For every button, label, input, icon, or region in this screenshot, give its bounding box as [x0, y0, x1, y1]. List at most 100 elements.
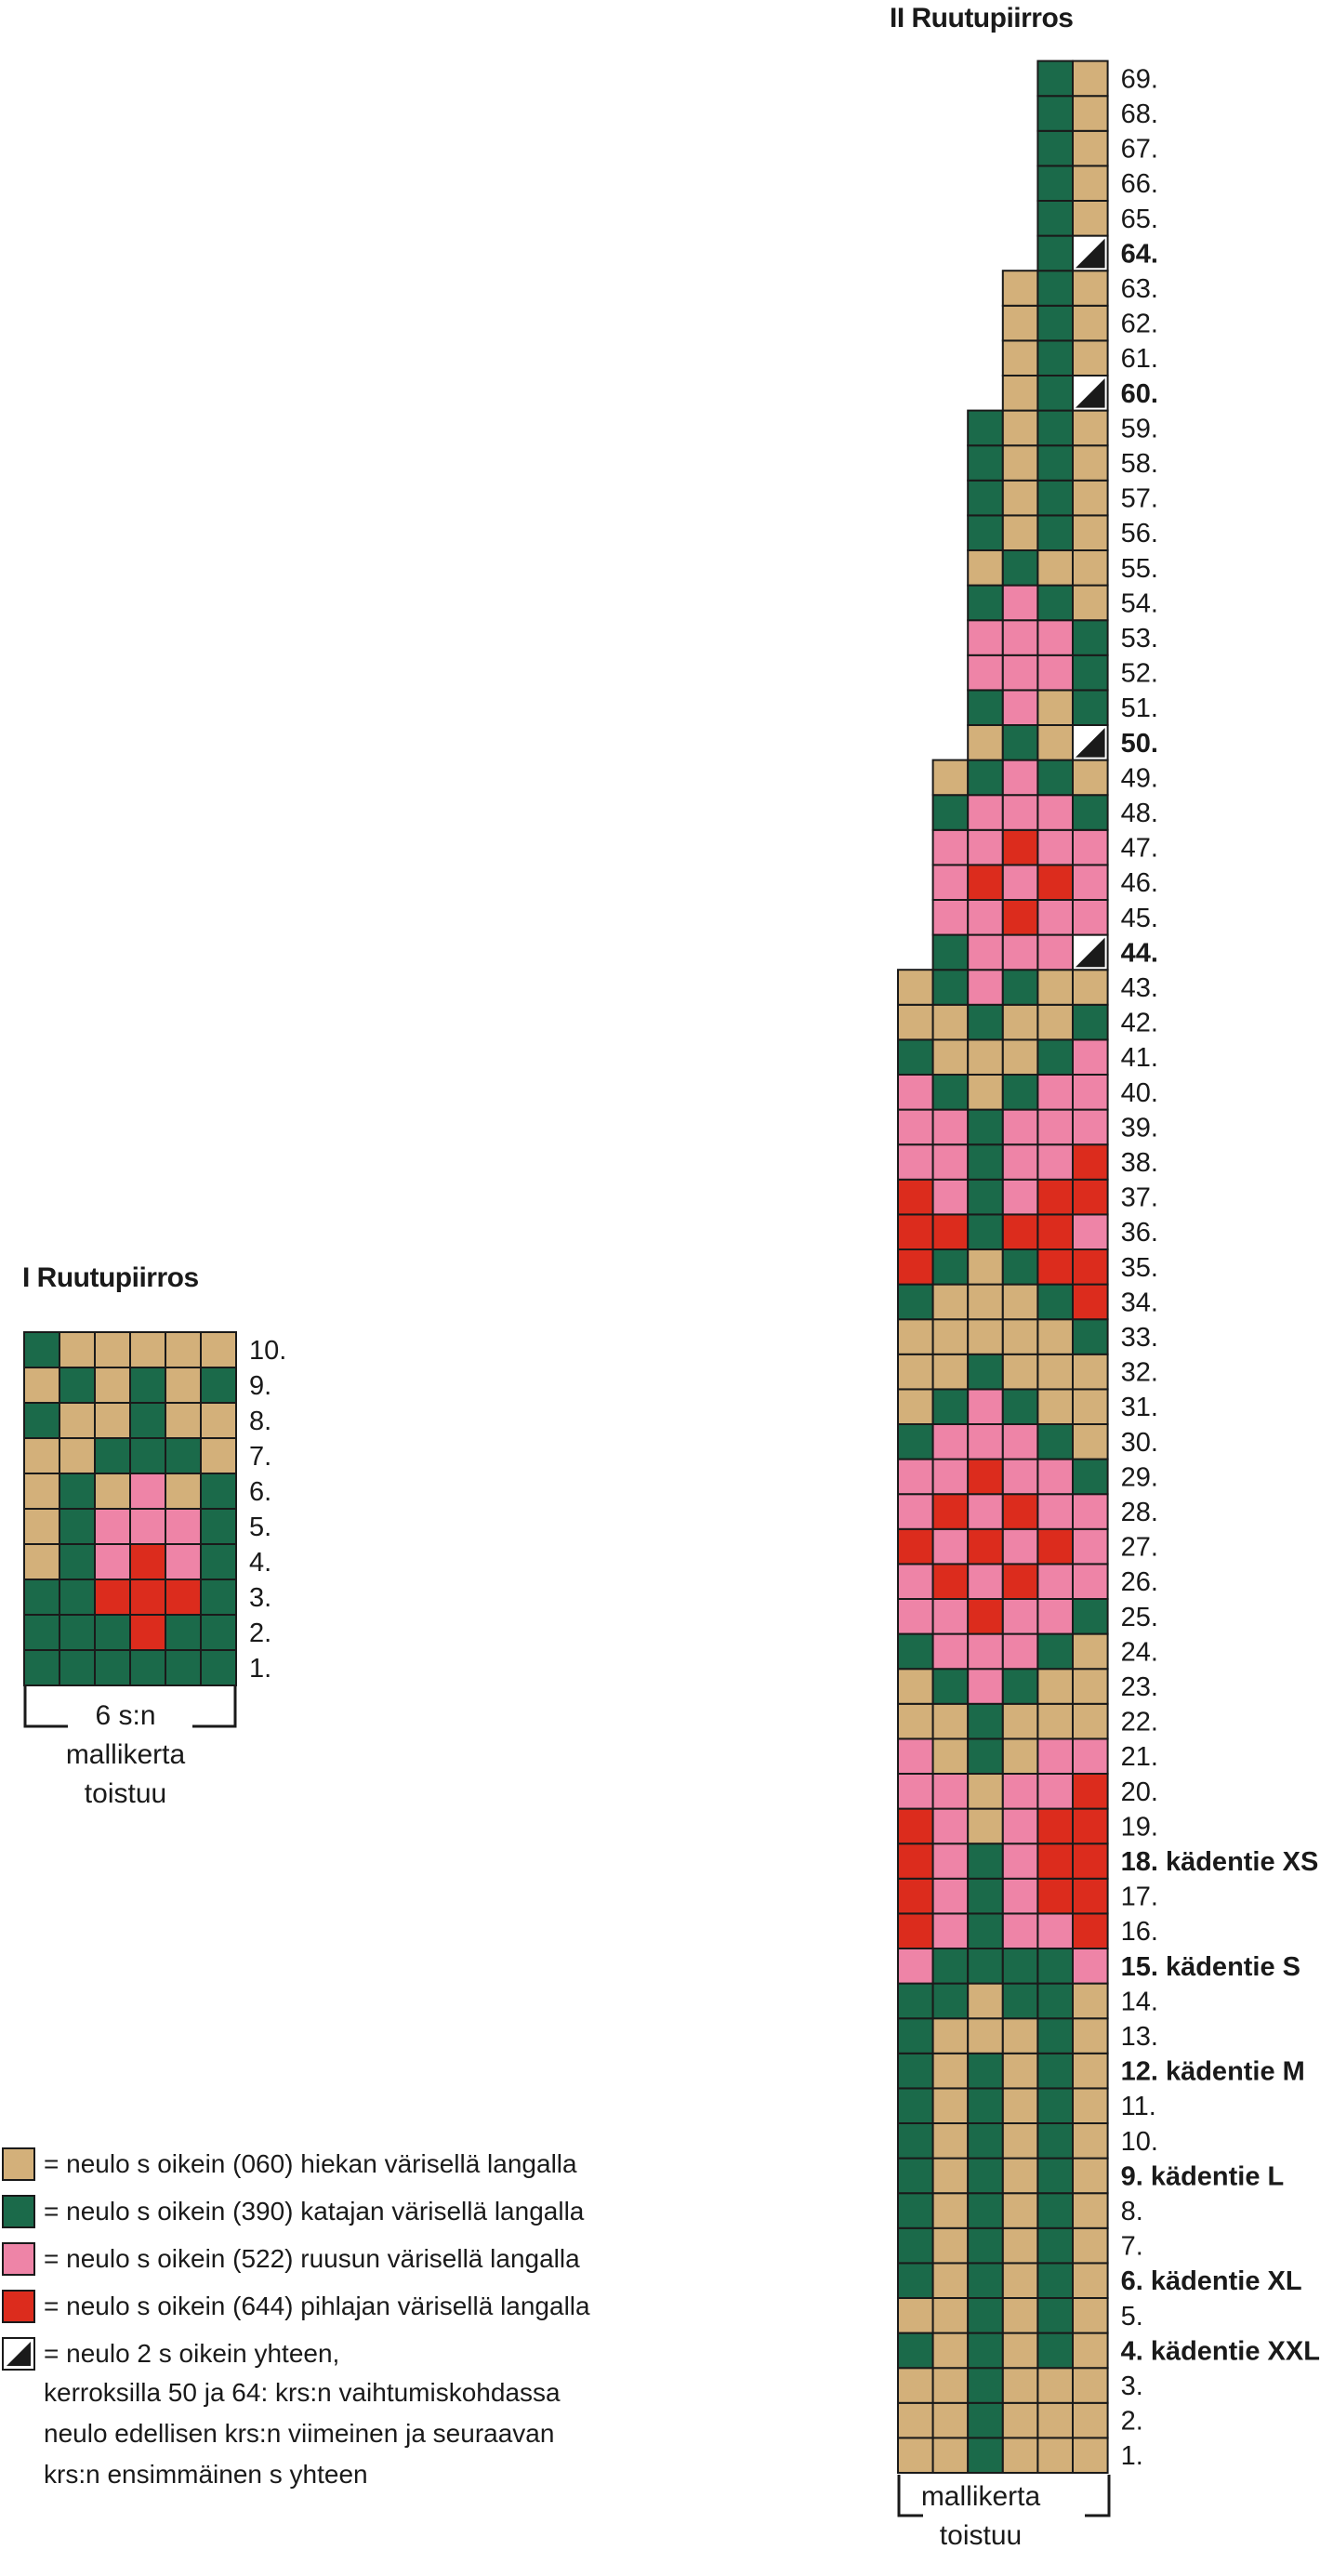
- chart1-cell: [23, 1543, 60, 1580]
- chart2-row-label: 1.: [1121, 2441, 1143, 2471]
- chart1-cell: [165, 1402, 202, 1439]
- chart2-cell: [897, 1458, 934, 1496]
- chart2-cell: [1036, 969, 1075, 1006]
- chart2-cell: [1036, 2017, 1075, 2054]
- chart2-cell: [967, 1563, 1004, 1601]
- chart2-cell: [1001, 2332, 1039, 2370]
- chart2-cell: [1036, 619, 1075, 656]
- chart2-row-label: 66.: [1121, 169, 1158, 199]
- chart2-cell: [1072, 1248, 1109, 1286]
- chart2-cell: [1072, 2297, 1109, 2334]
- chart2-cell: [1001, 2297, 1039, 2334]
- chart2-cell: [897, 1248, 934, 1286]
- chart1-cell: [23, 1437, 60, 1474]
- chart2-cell: [897, 1877, 934, 1915]
- chart1-cell: [200, 1367, 237, 1404]
- chart2-cell: [1036, 1877, 1075, 1915]
- chart2-cell: [1036, 1074, 1075, 1111]
- chart2-cell: [967, 1108, 1004, 1146]
- chart2-title: II Ruutupiirros: [890, 3, 1074, 33]
- chart2-cell: [1072, 2087, 1109, 2124]
- chart1-cell: [23, 1367, 60, 1404]
- chart2-cell: [1072, 1388, 1109, 1426]
- chart1-caption-line: toistuu: [84, 1778, 167, 1809]
- chart2-cell: [967, 619, 1004, 656]
- chart2-cell: [1001, 828, 1039, 866]
- legend-note-line: neulo edellisen krs:n viimeinen ja seura…: [44, 2419, 555, 2448]
- chart1-row-label: 2.: [249, 1618, 271, 1648]
- chart2-cell: [897, 2192, 934, 2229]
- chart2-cell: [1036, 584, 1075, 622]
- chart2-cell: [1036, 654, 1075, 692]
- chart2-cell: [897, 1527, 934, 1565]
- chart2-cell: [1001, 1877, 1039, 1915]
- chart2-cell: [1072, 2017, 1109, 2054]
- chart2-cell: [1072, 1563, 1109, 1601]
- chart2-row-label: 12. kädentie M: [1121, 2057, 1305, 2087]
- chart1-cell: [59, 1508, 96, 1545]
- chart2-row-label: 27.: [1121, 1533, 1158, 1563]
- chart1-cell: [94, 1331, 131, 1368]
- chart2-cell: [897, 2297, 934, 2334]
- chart2-row-label: 43.: [1121, 973, 1158, 1003]
- chart2-cell: [897, 1948, 934, 1985]
- chart2-cell: [897, 1843, 934, 1880]
- chart2-cell: [931, 1038, 970, 1077]
- chart2-row-label: 7.: [1121, 2232, 1143, 2262]
- chart2-cell: [967, 549, 1004, 587]
- chart2-cell: [1036, 339, 1075, 376]
- chart2-cell: [897, 1563, 934, 1601]
- chart2-cell: [1072, 1982, 1109, 2020]
- chart2-row-label: 29.: [1121, 1462, 1158, 1492]
- chart2-cell: [1036, 2052, 1075, 2090]
- chart1-cell: [129, 1402, 166, 1439]
- chart2-repeat-bracket: [897, 2475, 1111, 2517]
- chart2-cell: [1072, 1493, 1109, 1530]
- chart2-cell: [1036, 759, 1075, 797]
- chart2-row-label: 13.: [1121, 2022, 1158, 2052]
- chart2-cell: [1072, 339, 1109, 376]
- chart2-cell: [967, 828, 1004, 866]
- k2tog-icon: [1076, 728, 1105, 758]
- chart2-cell: [897, 2052, 934, 2090]
- chart2-row-label: 20.: [1121, 1777, 1158, 1807]
- chart2-cell: [1036, 165, 1075, 202]
- chart1-cell: [23, 1649, 60, 1686]
- chart2-row-label: 10.: [1121, 2127, 1158, 2157]
- chart2-cell: [897, 1737, 934, 1776]
- chart2-cell: [1072, 304, 1109, 342]
- chart2-cell: [931, 2367, 970, 2404]
- chart2-cell: [967, 1388, 1004, 1426]
- chart1-cell: [129, 1331, 166, 1368]
- chart2-row-label: 24.: [1121, 1637, 1158, 1667]
- chart1-row-label: 7.: [249, 1442, 271, 1472]
- chart2-row-label: 39.: [1121, 1113, 1158, 1143]
- chart2-cell: [1072, 1074, 1109, 1111]
- chart1-cell: [200, 1543, 237, 1580]
- chart2-row-label: 30.: [1121, 1428, 1158, 1458]
- chart2-cell: [967, 2087, 1004, 2124]
- chart2-cell: [931, 1423, 970, 1460]
- chart2-cell: [967, 2157, 1004, 2195]
- chart2-cell: [1001, 1527, 1039, 1565]
- chart2-cell: [931, 1527, 970, 1565]
- chart2-row-label: 11.: [1121, 2092, 1156, 2121]
- chart2-cell: [1036, 2122, 1075, 2160]
- chart1-cell: [94, 1543, 131, 1580]
- chart2-row-label: 62.: [1121, 310, 1158, 339]
- chart2-cell: [1072, 2157, 1109, 2195]
- chart2-cell: [1001, 1458, 1039, 1496]
- chart2-cell: [1036, 724, 1075, 761]
- legend-note-line: krs:n ensimmäinen s yhteen: [44, 2460, 368, 2489]
- chart2-cell: [967, 409, 1004, 447]
- chart2-cell: [1001, 1248, 1039, 1286]
- chart2-cell: [1036, 1982, 1075, 2020]
- chart2-cell: [1001, 479, 1039, 517]
- chart2-cell: [1072, 549, 1109, 587]
- chart2-cell: [1072, 2052, 1109, 2090]
- chart2-cell: [897, 2017, 934, 2054]
- chart2-cell: [1001, 1598, 1039, 1635]
- chart2-row-label: 51.: [1121, 694, 1158, 723]
- chart1-row-label: 3.: [249, 1583, 271, 1613]
